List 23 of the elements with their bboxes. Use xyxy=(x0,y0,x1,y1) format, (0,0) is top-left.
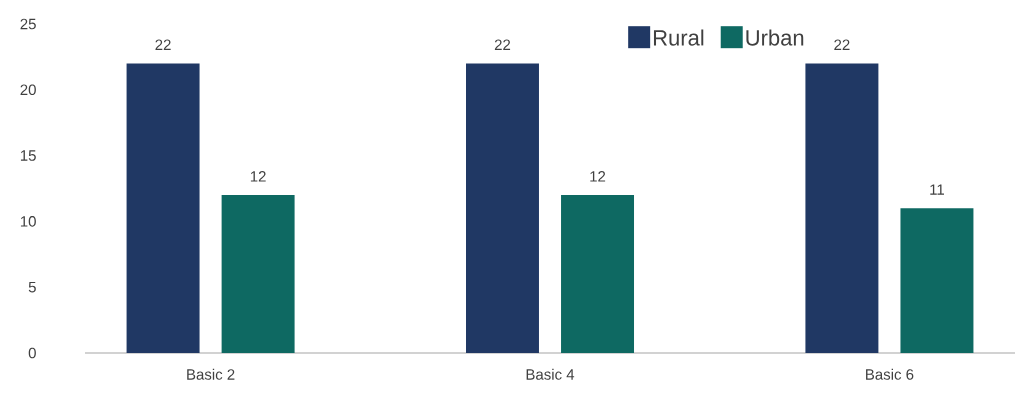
bar xyxy=(805,63,879,353)
bar xyxy=(900,208,974,353)
legend-label: Rural xyxy=(653,29,704,46)
bar xyxy=(561,195,635,353)
data-label: 11 xyxy=(930,184,944,195)
x-tick-label: Basic 2 xyxy=(187,368,235,380)
x-tick-label: Basic 6 xyxy=(866,368,914,380)
x-tick-label: Basic 4 xyxy=(526,368,575,380)
y-tick-label: 10 xyxy=(20,216,36,227)
bar xyxy=(126,63,200,353)
data-label: 22 xyxy=(834,39,850,50)
bar xyxy=(221,195,295,353)
data-label: 12 xyxy=(590,171,606,182)
legend-label: Urban xyxy=(746,29,804,46)
y-tick-label: 5 xyxy=(28,281,36,293)
y-tick-label: 0 xyxy=(28,347,36,359)
y-tick-label: 15 xyxy=(20,150,36,161)
bar xyxy=(466,63,539,353)
data-label: 22 xyxy=(494,39,511,50)
y-tick-label: 20 xyxy=(20,84,36,96)
y-tick-label: 25 xyxy=(20,18,36,30)
data-label: 22 xyxy=(155,39,171,50)
data-label: 12 xyxy=(250,171,266,182)
